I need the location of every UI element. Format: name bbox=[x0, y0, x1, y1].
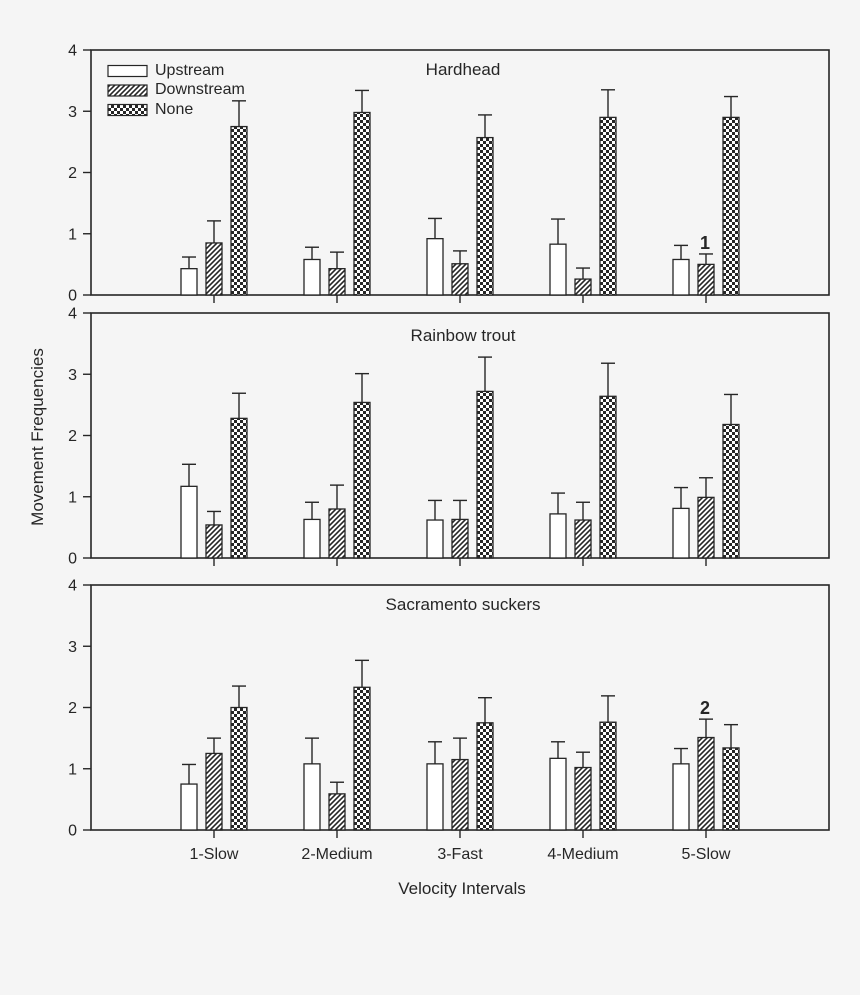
bar-upstream bbox=[426, 763, 444, 831]
bar-downstream bbox=[697, 736, 715, 831]
y-tick-label: 2 bbox=[68, 165, 77, 182]
y-tick-label: 1 bbox=[68, 489, 77, 506]
bar-none bbox=[353, 686, 371, 831]
panel-title-rainbow-trout: Rainbow trout bbox=[410, 326, 516, 345]
panel-title-hardhead: Hardhead bbox=[425, 60, 501, 79]
legend-swatch-downstream bbox=[107, 84, 148, 97]
legend-label-downstream: Downstream bbox=[155, 81, 245, 98]
bar-upstream bbox=[672, 258, 690, 296]
bar-downstream bbox=[451, 263, 469, 296]
bar-upstream bbox=[426, 237, 444, 296]
panel-hardhead: 0 1 2 3 4 1 bbox=[68, 43, 830, 305]
bar-none bbox=[476, 722, 494, 831]
bar-none bbox=[353, 111, 371, 296]
bar-downstream bbox=[328, 268, 346, 296]
y-tick-label: 0 bbox=[68, 288, 77, 305]
bar-none bbox=[353, 401, 371, 559]
y-tick-label: 0 bbox=[68, 551, 77, 568]
bar-none bbox=[599, 721, 617, 831]
x-category-label: 1-Slow bbox=[190, 846, 239, 863]
x-category-label: 2-Medium bbox=[301, 846, 372, 863]
bar-upstream bbox=[303, 518, 321, 559]
bar-downstream bbox=[205, 752, 223, 831]
legend-swatch-upstream bbox=[107, 64, 148, 78]
bar-downstream bbox=[205, 242, 223, 296]
bar-upstream bbox=[303, 258, 321, 296]
annotation-2: 2 bbox=[700, 698, 710, 718]
x-category-label: 5-Slow bbox=[682, 846, 731, 863]
bar-downstream bbox=[697, 496, 715, 559]
bar-upstream bbox=[549, 513, 567, 559]
bar-none bbox=[476, 390, 494, 559]
bar-none bbox=[722, 116, 740, 296]
bar-upstream bbox=[549, 757, 567, 831]
bar-none bbox=[722, 423, 740, 559]
bar-upstream bbox=[180, 485, 198, 559]
bar-none bbox=[722, 747, 740, 831]
bar-downstream bbox=[328, 508, 346, 559]
bar-upstream bbox=[672, 507, 690, 559]
bar-downstream bbox=[205, 524, 223, 559]
y-tick-label: 2 bbox=[68, 428, 77, 445]
bar-downstream bbox=[574, 278, 592, 296]
y-tick-label: 3 bbox=[68, 639, 77, 656]
bar-none bbox=[599, 395, 617, 559]
bar-none bbox=[599, 116, 617, 296]
bar-upstream bbox=[549, 243, 567, 296]
bar-downstream bbox=[697, 263, 715, 296]
bar-downstream bbox=[574, 766, 592, 831]
bar-none bbox=[230, 125, 248, 296]
y-tick-label: 3 bbox=[68, 367, 77, 384]
bar-upstream bbox=[180, 783, 198, 831]
panel-sacramento-suckers: 0 1 2 3 4 2 bbox=[68, 578, 830, 840]
legend-label-upstream: Upstream bbox=[155, 62, 225, 79]
y-tick-label: 0 bbox=[68, 823, 77, 840]
bar-downstream bbox=[451, 758, 469, 831]
y-tick-label: 1 bbox=[68, 226, 77, 243]
y-tick-label: 3 bbox=[68, 104, 77, 121]
bar-downstream bbox=[451, 518, 469, 559]
bar-upstream bbox=[426, 519, 444, 559]
bar-downstream bbox=[328, 793, 346, 831]
bar-none bbox=[230, 706, 248, 831]
bar-upstream bbox=[180, 268, 198, 296]
legend-label-none: None bbox=[155, 101, 194, 118]
legend-swatch-none bbox=[107, 103, 148, 117]
x-category-label: 4-Medium bbox=[547, 846, 618, 863]
bar-upstream bbox=[303, 763, 321, 831]
panel-rainbow-trout: 0 1 2 3 4 bbox=[68, 306, 830, 568]
y-tick-label: 4 bbox=[68, 578, 77, 595]
y-tick-label: 4 bbox=[68, 306, 77, 323]
x-axis-title: Velocity Intervals bbox=[398, 879, 526, 898]
bar-upstream bbox=[672, 763, 690, 831]
annotation-1: 1 bbox=[700, 233, 710, 253]
y-tick-label: 4 bbox=[68, 43, 77, 60]
bar-none bbox=[476, 136, 494, 296]
bar-none bbox=[230, 417, 248, 559]
y-axis-title: Movement Frequencies bbox=[28, 348, 47, 526]
panel-title-sacramento-suckers: Sacramento suckers bbox=[385, 595, 541, 614]
bar-downstream bbox=[574, 519, 592, 559]
y-tick-label: 1 bbox=[68, 761, 77, 778]
y-tick-label: 2 bbox=[68, 700, 77, 717]
x-category-label: 3-Fast bbox=[437, 846, 483, 863]
